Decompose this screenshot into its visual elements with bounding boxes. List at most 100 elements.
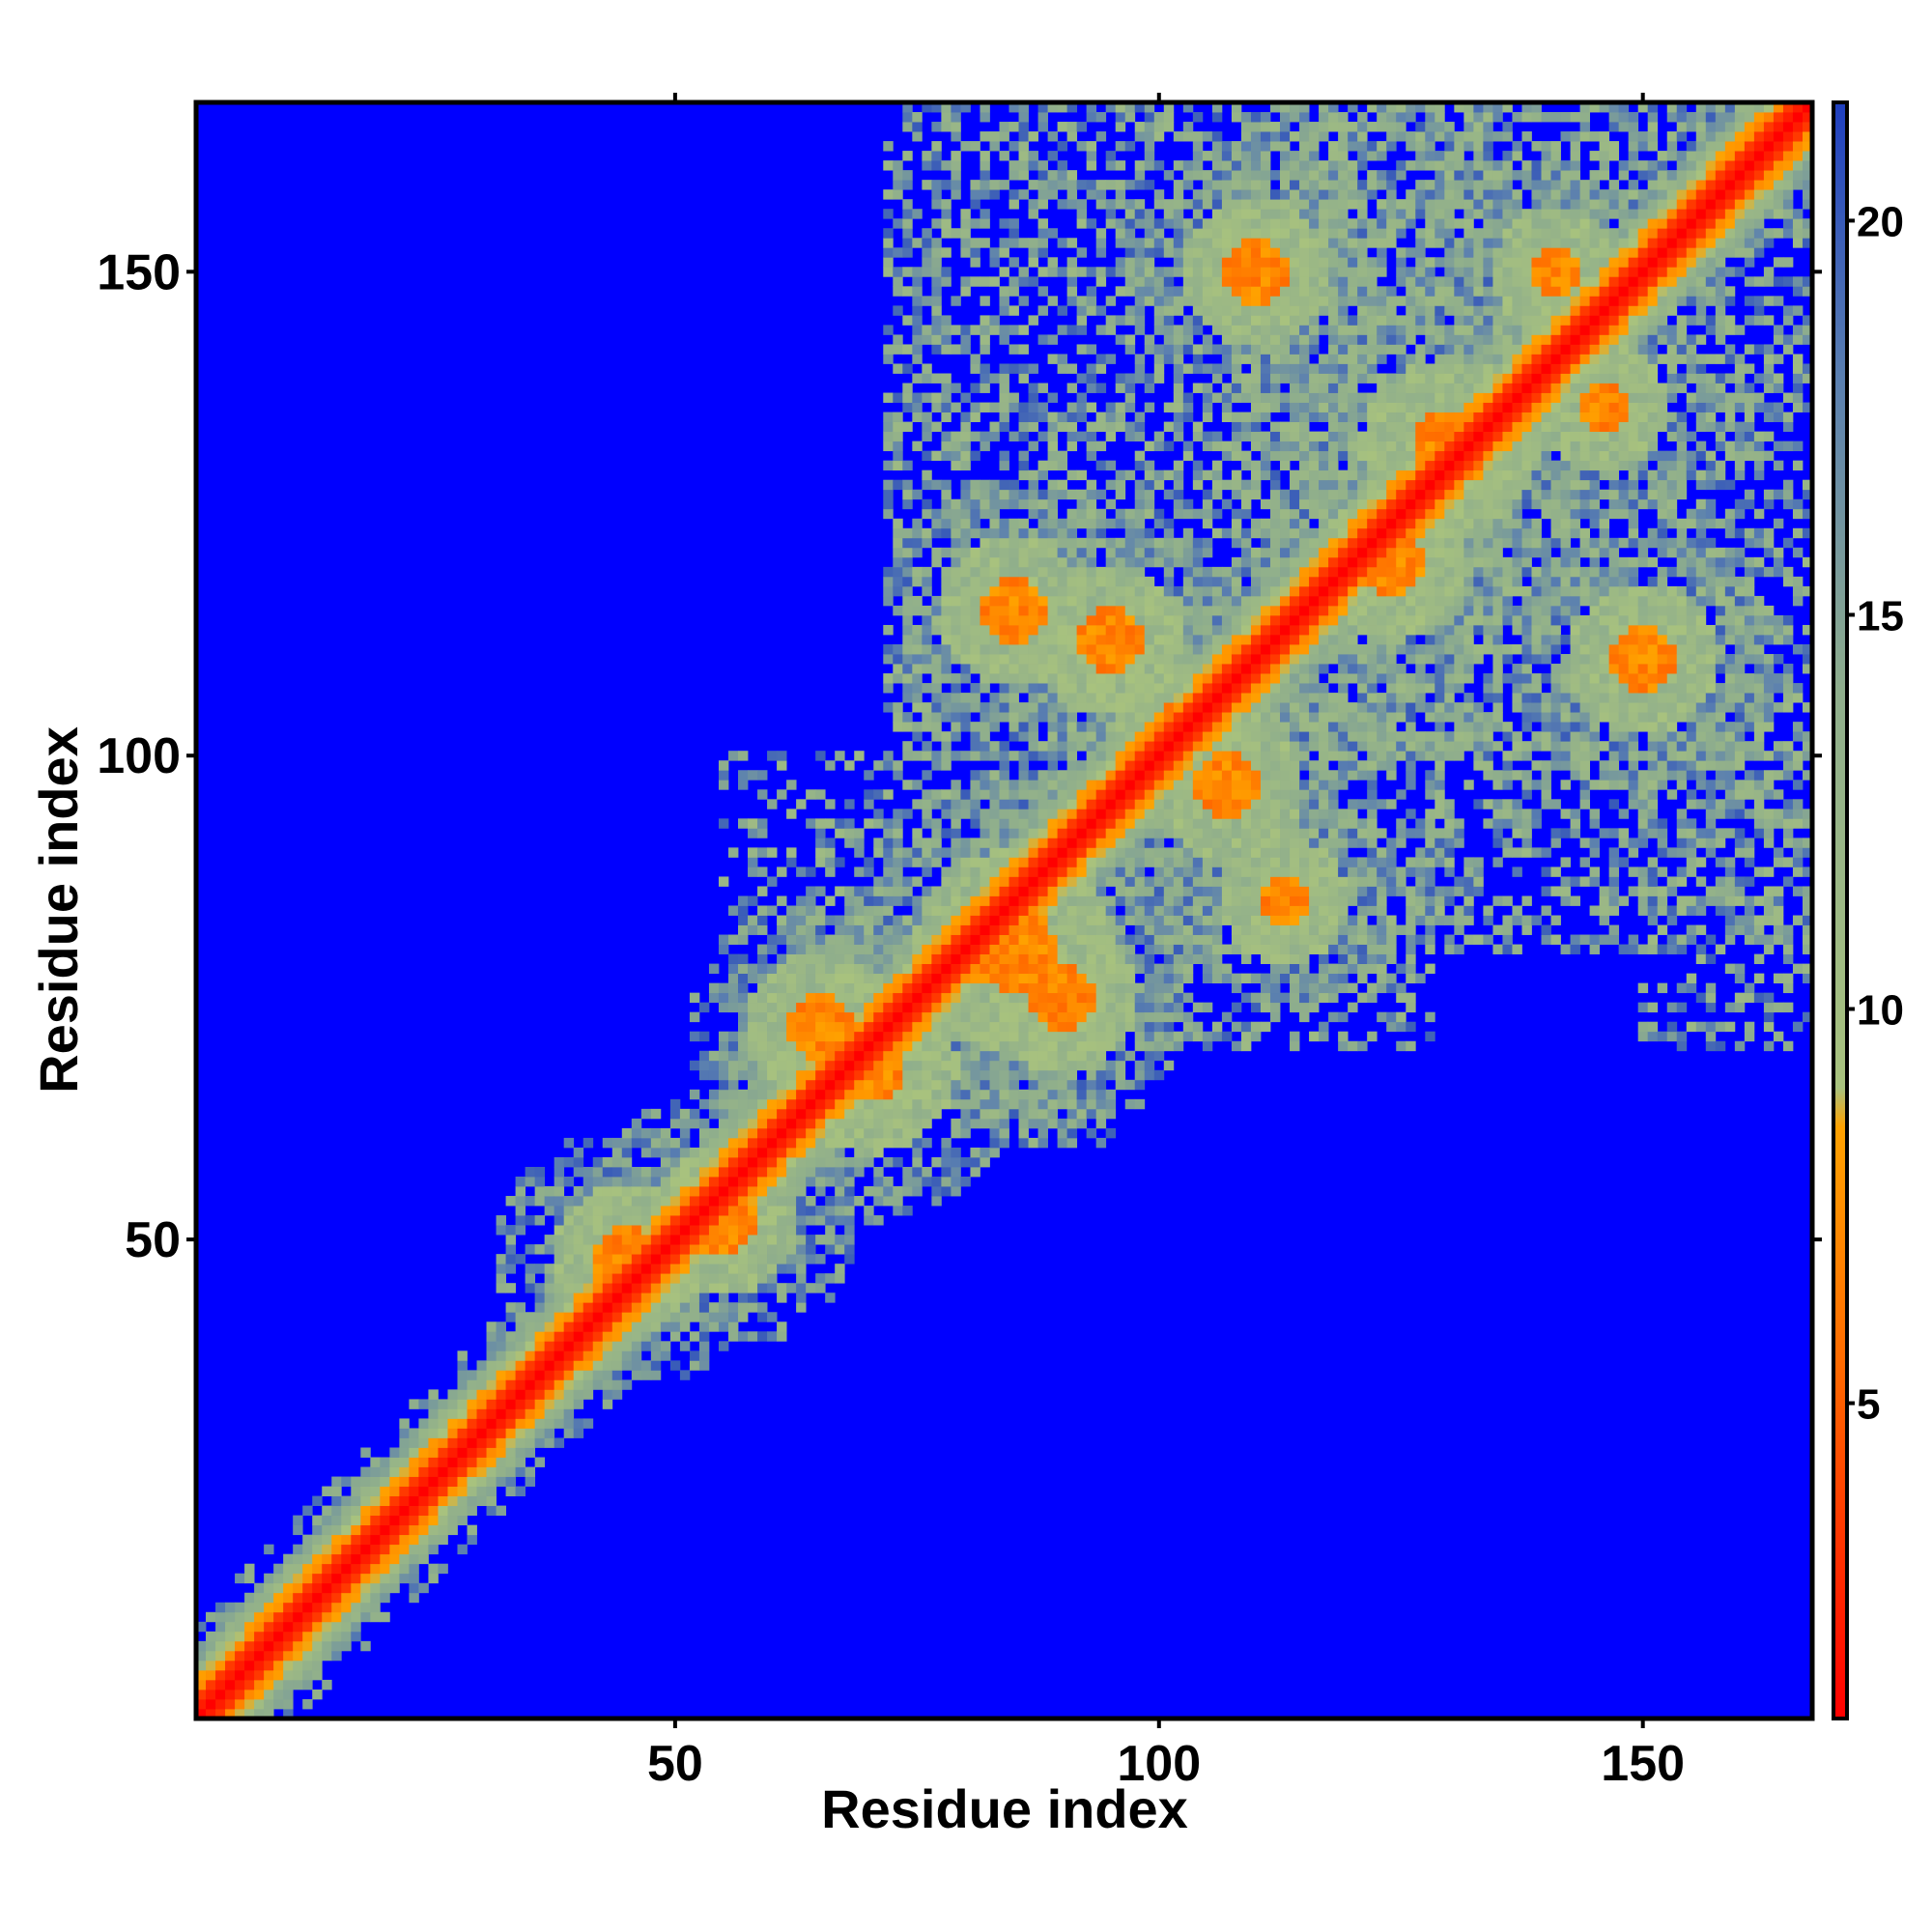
- heatmap-cell: [806, 924, 816, 935]
- heatmap-cell: [893, 838, 903, 848]
- heatmap-cell: [970, 867, 980, 877]
- heatmap-cell: [931, 595, 942, 607]
- heatmap-cell: [1095, 537, 1107, 549]
- heatmap-cell: [621, 1166, 633, 1178]
- heatmap-cell: [767, 1108, 778, 1120]
- heatmap-cell: [815, 1002, 826, 1013]
- heatmap-cell: [428, 1408, 439, 1419]
- heatmap-cell: [302, 1650, 313, 1662]
- heatmap-cell: [1221, 664, 1233, 674]
- heatmap-cell: [1173, 673, 1184, 684]
- heatmap-cell: [1115, 634, 1126, 645]
- heatmap-cell: [1240, 383, 1252, 393]
- heatmap-cell: [544, 1389, 555, 1400]
- heatmap-cell: [902, 1079, 913, 1091]
- heatmap-cell: [922, 469, 932, 481]
- heatmap-cell: [796, 1215, 807, 1226]
- heatmap-cell: [883, 1156, 894, 1168]
- heatmap-cell: [738, 1108, 749, 1120]
- heatmap-cell: [980, 1079, 990, 1091]
- heatmap-cell: [438, 1457, 448, 1467]
- heatmap-cell: [854, 934, 865, 945]
- heatmap-cell: [1250, 780, 1262, 790]
- heatmap-cell: [980, 818, 990, 829]
- heatmap-cell: [1115, 373, 1126, 384]
- heatmap-cell: [486, 1486, 497, 1496]
- heatmap-cell: [1173, 992, 1184, 1004]
- heatmap-cell: [1037, 847, 1048, 858]
- heatmap-cell: [951, 644, 961, 655]
- heatmap-cell: [893, 556, 903, 568]
- heatmap-cell: [786, 1040, 797, 1052]
- heatmap-cell: [1105, 809, 1117, 819]
- heatmap-cell: [1047, 624, 1058, 636]
- heatmap-cell: [1076, 664, 1088, 674]
- heatmap-cell: [922, 450, 932, 462]
- heatmap-cell: [931, 895, 942, 906]
- heatmap-cell: [1240, 905, 1252, 916]
- heatmap-cell: [1076, 576, 1088, 587]
- heatmap-cell: [1086, 953, 1097, 964]
- heatmap-cell: [748, 1176, 758, 1187]
- heatmap-cell: [806, 1060, 816, 1071]
- heatmap-cell: [447, 1524, 458, 1536]
- heatmap-cell: [1057, 1060, 1068, 1071]
- heatmap-cell: [912, 1118, 923, 1129]
- heatmap-cell: [835, 1156, 845, 1168]
- heatmap-cell: [1028, 151, 1038, 161]
- heatmap-cell: [1037, 664, 1048, 674]
- heatmap-cell: [1076, 1021, 1088, 1033]
- heatmap-cell: [999, 702, 1009, 713]
- heatmap-cell: [1221, 479, 1233, 491]
- heatmap-cell: [418, 1544, 429, 1555]
- heatmap-cell: [767, 799, 778, 810]
- heatmap-cell: [777, 1127, 787, 1139]
- heatmap-cell: [1095, 876, 1107, 887]
- heatmap-cell: [1134, 963, 1146, 975]
- heatmap-cell: [738, 1273, 749, 1284]
- heatmap-cell: [1028, 489, 1038, 500]
- heatmap-cell: [602, 1321, 613, 1332]
- heatmap-cell: [999, 982, 1009, 994]
- heatmap-cell: [563, 1215, 575, 1226]
- heatmap-cell: [1066, 402, 1078, 412]
- heatmap-cell: [1047, 1011, 1058, 1023]
- heatmap-cell: [389, 1534, 400, 1546]
- heatmap-cell: [786, 1206, 797, 1216]
- heatmap-cell: [1018, 402, 1029, 412]
- heatmap-cell: [1105, 1089, 1117, 1100]
- heatmap-cell: [1182, 712, 1194, 723]
- heatmap-cell: [922, 924, 932, 935]
- heatmap-cell: [883, 886, 894, 896]
- heatmap-cell: [640, 1235, 652, 1245]
- heatmap-cell: [669, 1215, 681, 1226]
- heatmap-cell: [999, 683, 1009, 694]
- heatmap-cell: [970, 1098, 980, 1110]
- heatmap-cell: [941, 373, 952, 384]
- heatmap-cell: [931, 838, 942, 848]
- heatmap-cell: [582, 1166, 594, 1178]
- heatmap-cell: [1163, 992, 1175, 1004]
- heatmap-cell: [1211, 489, 1223, 500]
- heatmap-cell: [854, 828, 865, 838]
- heatmap-cell: [370, 1524, 381, 1536]
- heatmap-cell: [902, 1176, 913, 1187]
- heatmap-cell: [1086, 614, 1097, 626]
- heatmap-cell: [1076, 809, 1088, 819]
- heatmap-cell: [980, 363, 990, 374]
- heatmap-cell: [786, 953, 797, 964]
- heatmap-cell: [989, 702, 1000, 713]
- heatmap-cell: [312, 1495, 323, 1507]
- heatmap-cell: [554, 1283, 565, 1293]
- heatmap-cell: [893, 644, 903, 655]
- heatmap-cell: [1115, 741, 1126, 752]
- heatmap-cell: [1047, 789, 1058, 800]
- heatmap-cell: [844, 963, 855, 975]
- heatmap-cell: [999, 770, 1009, 781]
- heatmap-cell: [505, 1466, 516, 1477]
- heatmap-cell: [941, 344, 952, 355]
- heatmap-cell: [825, 915, 836, 925]
- heatmap-cell: [786, 1196, 797, 1207]
- heatmap-cell: [525, 1428, 536, 1438]
- heatmap-cell: [1076, 644, 1088, 655]
